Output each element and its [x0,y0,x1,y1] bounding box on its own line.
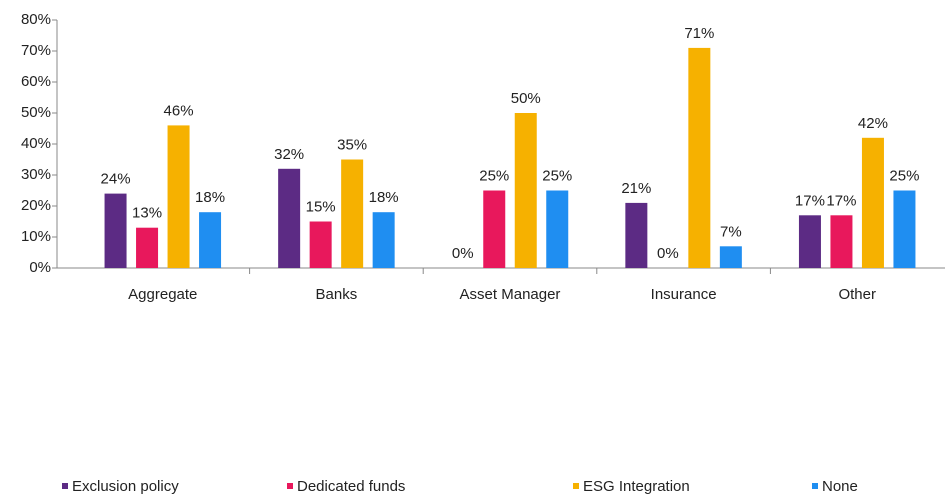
legend-swatch [812,483,818,489]
y-tick-label: 40% [21,135,51,152]
y-tick-label: 80% [21,11,51,28]
bar [719,246,742,268]
value-label: 24% [101,171,131,188]
value-label: 21% [621,180,651,197]
x-tick-label: Insurance [651,286,717,303]
value-label: 42% [858,115,888,132]
x-tick-label: Aggregate [128,286,197,303]
value-label: 35% [337,136,367,153]
bar [830,215,853,268]
legend-swatch [287,483,293,489]
bar [278,168,301,268]
x-tick-label: Asset Manager [460,286,561,303]
value-label: 32% [274,146,304,163]
value-label: 15% [306,198,336,215]
legend-label: ESG Integration [583,478,690,495]
value-label: 18% [195,189,225,206]
bar [514,113,537,268]
legend-swatch [573,483,579,489]
bar [893,190,916,268]
legend-swatch [62,483,68,489]
value-label: 18% [369,189,399,206]
y-tick-label: 20% [21,197,51,214]
y-tick-label: 70% [21,42,51,59]
value-label: 0% [657,245,679,262]
bar [136,227,159,268]
bar [688,47,711,269]
legend-label: None [822,478,858,495]
value-label: 46% [164,102,194,119]
bar [309,221,332,268]
y-tick-label: 10% [21,228,51,245]
y-tick-label: 0% [29,259,51,276]
value-label: 25% [542,167,572,184]
y-tick-label: 50% [21,104,51,121]
bar [483,190,506,268]
value-label: 25% [479,167,509,184]
legend-label: Dedicated funds [297,478,405,495]
x-tick-label: Other [838,286,876,303]
x-tick-label: Banks [316,286,358,303]
bar [546,190,569,268]
value-label: 25% [889,167,919,184]
y-tick-label: 30% [21,166,51,183]
bar [625,202,648,268]
bar [372,212,395,268]
value-label: 17% [795,192,825,209]
value-label: 17% [826,192,856,209]
bar [798,215,821,268]
bar [104,193,127,268]
value-label: 50% [511,90,541,107]
legend-label: Exclusion policy [72,478,179,495]
bar [861,137,884,268]
value-label: 0% [452,245,474,262]
bar [167,125,190,269]
value-label: 13% [132,205,162,222]
bar [199,212,222,268]
y-tick-label: 60% [21,73,51,90]
value-label: 7% [720,223,742,240]
value-label: 71% [684,25,714,42]
bar [341,159,364,268]
